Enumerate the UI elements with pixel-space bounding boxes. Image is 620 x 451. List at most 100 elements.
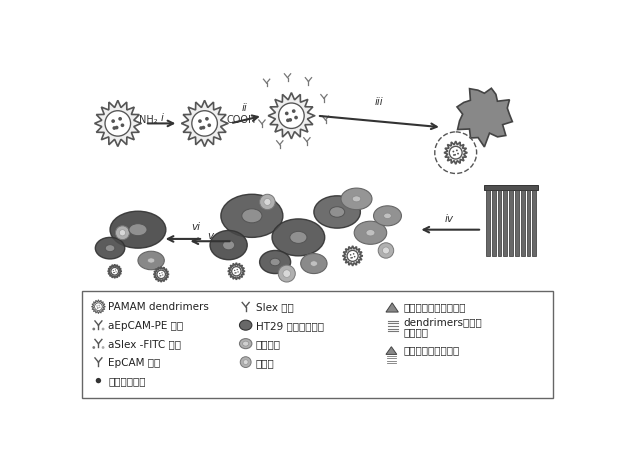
Ellipse shape: [210, 230, 247, 260]
Ellipse shape: [366, 230, 375, 236]
Bar: [497, 190, 502, 256]
Circle shape: [159, 275, 161, 276]
Text: EpCAM 抗原: EpCAM 抗原: [108, 358, 161, 368]
Circle shape: [115, 269, 116, 271]
Text: NH₂: NH₂: [140, 115, 158, 125]
Circle shape: [350, 257, 352, 259]
Polygon shape: [268, 92, 314, 139]
Circle shape: [383, 247, 389, 254]
Text: v: v: [207, 231, 213, 241]
Circle shape: [235, 272, 237, 273]
Polygon shape: [228, 263, 245, 280]
Circle shape: [378, 243, 394, 258]
Polygon shape: [182, 100, 228, 147]
Ellipse shape: [314, 196, 360, 228]
Circle shape: [160, 275, 161, 276]
Polygon shape: [457, 88, 512, 147]
Text: iv: iv: [445, 214, 454, 224]
Circle shape: [234, 272, 236, 274]
Circle shape: [113, 272, 114, 273]
Ellipse shape: [272, 219, 325, 256]
Circle shape: [278, 103, 304, 129]
Ellipse shape: [239, 320, 252, 330]
Circle shape: [456, 149, 458, 151]
Text: 化学预防药物: 化学预防药物: [108, 377, 146, 387]
Circle shape: [260, 194, 275, 210]
Circle shape: [120, 124, 124, 127]
Bar: [521, 190, 525, 256]
Circle shape: [450, 146, 462, 159]
Circle shape: [353, 253, 355, 255]
Circle shape: [198, 119, 202, 123]
Bar: [526, 190, 531, 256]
Ellipse shape: [310, 261, 317, 266]
Ellipse shape: [384, 213, 391, 219]
Circle shape: [453, 151, 454, 152]
Circle shape: [102, 346, 104, 349]
Circle shape: [115, 126, 118, 129]
Ellipse shape: [301, 253, 327, 274]
Ellipse shape: [352, 196, 361, 202]
Circle shape: [157, 270, 166, 279]
Text: vi: vi: [191, 222, 200, 232]
Circle shape: [288, 118, 292, 122]
Circle shape: [205, 117, 209, 121]
Circle shape: [112, 126, 116, 130]
Circle shape: [118, 117, 122, 121]
Ellipse shape: [242, 341, 249, 346]
Circle shape: [105, 110, 131, 136]
Ellipse shape: [221, 194, 283, 237]
Circle shape: [237, 269, 238, 270]
Ellipse shape: [148, 258, 155, 263]
Ellipse shape: [290, 231, 307, 244]
Text: aSlex -FITC 抗体: aSlex -FITC 抗体: [108, 340, 182, 350]
Circle shape: [234, 270, 236, 271]
Ellipse shape: [330, 207, 345, 217]
Circle shape: [278, 265, 295, 282]
Ellipse shape: [110, 211, 166, 248]
Circle shape: [99, 305, 100, 306]
Circle shape: [453, 154, 455, 156]
Circle shape: [199, 126, 203, 130]
Ellipse shape: [260, 250, 291, 274]
Polygon shape: [386, 303, 399, 312]
Text: Slex 抗原: Slex 抗原: [255, 303, 293, 313]
Polygon shape: [153, 267, 169, 282]
Ellipse shape: [223, 240, 234, 250]
Ellipse shape: [95, 237, 125, 259]
Circle shape: [457, 153, 459, 155]
Polygon shape: [94, 100, 141, 147]
Circle shape: [161, 272, 162, 273]
Text: i: i: [160, 113, 163, 123]
Text: ii: ii: [242, 103, 248, 113]
Ellipse shape: [129, 224, 147, 236]
Text: aEpCAM-PE 抗体: aEpCAM-PE 抗体: [108, 321, 184, 331]
Ellipse shape: [373, 206, 402, 226]
Polygon shape: [342, 246, 363, 266]
Text: 红细胞: 红细胞: [255, 358, 275, 368]
Circle shape: [454, 154, 456, 156]
Circle shape: [113, 270, 114, 271]
Circle shape: [95, 303, 102, 310]
Polygon shape: [92, 300, 105, 313]
Circle shape: [119, 230, 126, 236]
Polygon shape: [386, 347, 397, 354]
Text: COOH: COOH: [226, 115, 255, 125]
Circle shape: [350, 254, 352, 256]
Polygon shape: [444, 141, 467, 164]
Bar: [515, 190, 519, 256]
Circle shape: [294, 116, 298, 120]
Circle shape: [243, 360, 248, 364]
Circle shape: [264, 198, 271, 205]
Circle shape: [99, 307, 100, 308]
Circle shape: [285, 111, 289, 115]
Bar: [486, 190, 490, 256]
Circle shape: [92, 327, 95, 331]
Circle shape: [237, 271, 239, 272]
Circle shape: [241, 357, 251, 368]
Bar: [82, 291, 554, 397]
Bar: [492, 190, 495, 256]
Circle shape: [111, 267, 118, 275]
Circle shape: [354, 256, 355, 258]
Circle shape: [112, 119, 115, 123]
